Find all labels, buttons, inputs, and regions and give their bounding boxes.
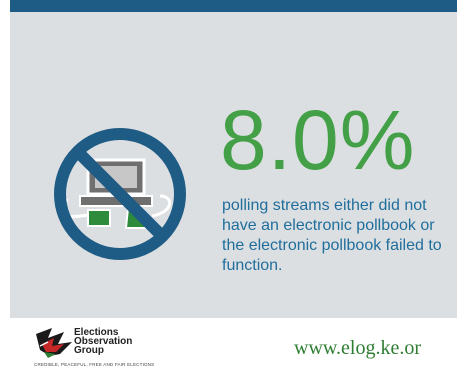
logo-line-3: Group — [74, 345, 104, 356]
info-panel: 8.0% polling streams either did not have… — [10, 12, 457, 318]
logo-line-1: Elections — [74, 327, 119, 338]
elog-logo: Elections Observation Group CREDIBLE, PE… — [34, 326, 184, 372]
top-bar — [10, 0, 457, 12]
website-url[interactable]: www.elog.ke.or — [294, 337, 422, 359]
logo-line-2: Observation — [74, 336, 133, 347]
statistic-description: polling streams either did not have an e… — [222, 197, 442, 274]
flag-dove-icon — [36, 328, 72, 358]
footer: Elections Observation Group CREDIBLE, PE… — [10, 318, 457, 378]
statistic-value: 8.0% — [220, 93, 416, 187]
infographic-card: 8.0% polling streams either did not have… — [10, 0, 457, 378]
logo-tagline: CREDIBLE, PEACEFUL, FREE AND FAIR ELECTI… — [34, 362, 155, 367]
logo-text: Elections Observation Group — [74, 327, 169, 356]
no-electronic-pollbook-icon — [40, 112, 200, 262]
